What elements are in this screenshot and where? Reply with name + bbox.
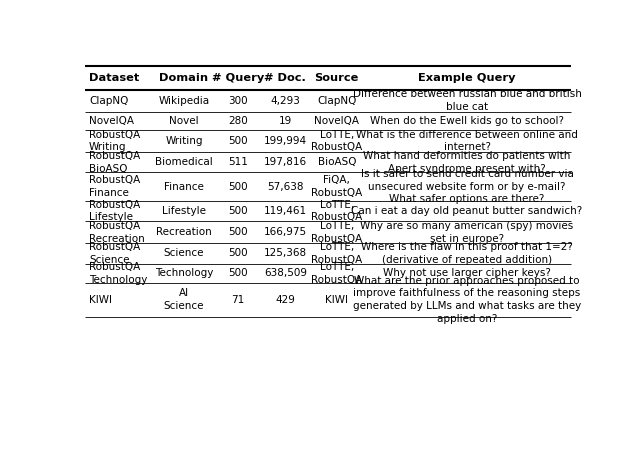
Text: BioASQ: BioASQ [317,157,356,167]
Text: RobustQA
Recreation: RobustQA Recreation [89,221,145,244]
Text: KIWI: KIWI [89,295,112,305]
Text: RobustQA
Technology: RobustQA Technology [89,262,147,285]
Text: Wikipedia: Wikipedia [158,95,209,106]
Text: Source: Source [315,73,359,83]
Text: # Doc.: # Doc. [264,73,307,83]
Text: 19: 19 [279,116,292,126]
Text: RobustQA
BioASQ: RobustQA BioASQ [89,151,140,174]
Text: RobustQA
Writing: RobustQA Writing [89,129,140,152]
Text: Why are so many american (spy) movies
set in europe?: Why are so many american (spy) movies se… [360,221,573,244]
Text: 500: 500 [228,227,248,237]
Text: 4,293: 4,293 [271,95,300,106]
Text: 429: 429 [275,295,295,305]
Text: Where is the flaw in this proof that 1=2?
(derivative of repeated addition): Where is the flaw in this proof that 1=2… [361,242,573,265]
Text: Recreation: Recreation [156,227,212,237]
Text: Dataset: Dataset [89,73,139,83]
Text: Difference between russian blue and british
blue cat: Difference between russian blue and brit… [353,89,582,112]
Text: RobustQA
Finance: RobustQA Finance [89,175,140,198]
Text: 500: 500 [228,206,248,216]
Text: When do the Ewell kids go to school?: When do the Ewell kids go to school? [370,116,564,126]
Text: 125,368: 125,368 [264,248,307,258]
Text: 500: 500 [228,136,248,146]
Text: 119,461: 119,461 [264,206,307,216]
Text: ClapNQ: ClapNQ [317,95,356,106]
Text: Biomedical: Biomedical [155,157,213,167]
Text: AI
Science: AI Science [164,288,204,311]
Text: What hand deformities do patients with
Apert syndrome present with?: What hand deformities do patients with A… [364,151,571,174]
Text: 511: 511 [228,157,248,167]
Text: 280: 280 [228,116,248,126]
Text: What is the difference between online and
internet?: What is the difference between online an… [356,129,578,152]
Text: Example Query: Example Query [419,73,516,83]
Text: Domain: Domain [159,73,209,83]
Text: Science: Science [164,248,204,258]
Text: 199,994: 199,994 [264,136,307,146]
Text: NovelQA: NovelQA [89,116,134,126]
Text: Technology: Technology [155,269,213,278]
Text: Finance: Finance [164,182,204,191]
Text: What are the prior approaches proposed to
improve faithfulness of the reasoning : What are the prior approaches proposed t… [353,276,581,324]
Text: 166,975: 166,975 [264,227,307,237]
Text: NovelQA: NovelQA [314,116,359,126]
Text: 500: 500 [228,269,248,278]
Text: LoTTE,
RobustQA: LoTTE, RobustQA [311,129,362,152]
Text: 300: 300 [228,95,248,106]
Text: Writing: Writing [165,136,203,146]
Text: # Query: # Query [212,73,264,83]
Text: 638,509: 638,509 [264,269,307,278]
Text: ClapNQ: ClapNQ [89,95,128,106]
Text: LoTTE,
RobustQA: LoTTE, RobustQA [311,221,362,244]
Text: FiQA,
RobustQA: FiQA, RobustQA [311,175,362,198]
Text: Why not use larger cipher keys?: Why not use larger cipher keys? [383,269,551,278]
Text: Can i eat a day old peanut butter sandwich?: Can i eat a day old peanut butter sandwi… [351,206,582,216]
Text: 500: 500 [228,182,248,191]
Text: Is it safer to send credit card number via
unsecured website form or by e-mail?
: Is it safer to send credit card number v… [360,169,573,204]
Text: 197,816: 197,816 [264,157,307,167]
Text: 71: 71 [231,295,244,305]
Text: LoTTE,
RobustQA: LoTTE, RobustQA [311,200,362,222]
Text: Lifestyle: Lifestyle [162,206,206,216]
Text: LoTTE,
RobustQA: LoTTE, RobustQA [311,242,362,265]
Text: KIWI: KIWI [325,295,348,305]
Text: Novel: Novel [169,116,199,126]
Text: RobustQA
Science: RobustQA Science [89,242,140,265]
Text: LoTTE,
RobustQA: LoTTE, RobustQA [311,262,362,285]
Text: 500: 500 [228,248,248,258]
Text: RobustQA
Lifestyle: RobustQA Lifestyle [89,200,140,222]
Text: 57,638: 57,638 [267,182,303,191]
